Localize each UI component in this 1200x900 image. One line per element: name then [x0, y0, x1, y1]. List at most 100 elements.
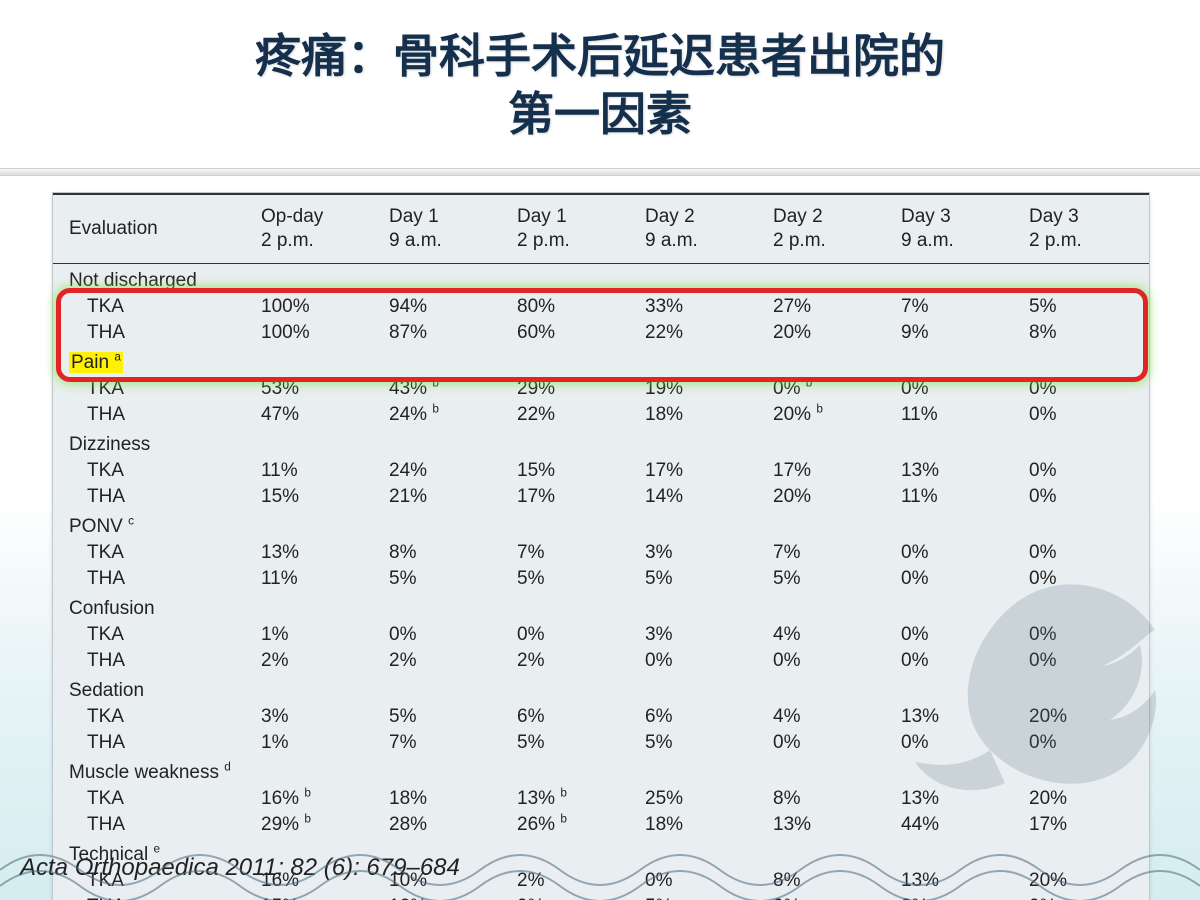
table-cell: 7%: [381, 730, 509, 756]
table-cell: THA: [53, 320, 253, 346]
table-cell: 33%: [637, 294, 765, 320]
table-cell: 19%: [637, 376, 765, 402]
table-cell: 22%: [637, 320, 765, 346]
table-cell: 8%: [381, 540, 509, 566]
table-cell: 17%: [509, 484, 637, 510]
col-header: Op-day2 p.m.: [253, 194, 381, 263]
table-cell: 15%: [253, 894, 381, 900]
table-cell: 13%: [253, 540, 381, 566]
table-cell: 20%: [1021, 868, 1149, 894]
table-row: TKA1%0%0%3%4%0%0%: [53, 622, 1149, 648]
table-cell: 3%: [253, 704, 381, 730]
table-cell: Dizziness: [53, 428, 1149, 458]
section-row: Confusion: [53, 592, 1149, 622]
slide: { "title_line1":"疼痛：骨科手术后延迟患者出院的", "titl…: [0, 0, 1200, 900]
data-table-panel: EvaluationOp-day2 p.m.Day 19 a.m.Day 12 …: [52, 192, 1150, 900]
table-cell: 0%: [1021, 484, 1149, 510]
table-cell: 0%: [637, 648, 765, 674]
section-row: Dizziness: [53, 428, 1149, 458]
table-cell: 0%: [765, 648, 893, 674]
table-cell: 20% b: [765, 402, 893, 428]
table-cell: 14%: [637, 484, 765, 510]
table-cell: 6%: [637, 704, 765, 730]
section-row: Sedation: [53, 674, 1149, 704]
table-cell: 43% b: [381, 376, 509, 402]
table-cell: 11%: [893, 402, 1021, 428]
table-cell: Confusion: [53, 592, 1149, 622]
table-cell: 0%: [893, 894, 1021, 900]
table-cell: 0%: [893, 376, 1021, 402]
table-cell: 5%: [637, 730, 765, 756]
table-cell: 25%: [637, 786, 765, 812]
table-cell: 47%: [253, 402, 381, 428]
table-cell: 22%: [509, 402, 637, 428]
table-cell: 24%: [381, 458, 509, 484]
table-cell: 60%: [509, 320, 637, 346]
table-cell: 7%: [509, 540, 637, 566]
citation-text: Acta Orthopaedica 2011; 82 (6): 679–684: [20, 854, 460, 882]
table-row: THA15%21%17%14%20%11%0%: [53, 484, 1149, 510]
table-cell: 87%: [381, 320, 509, 346]
table-cell: 17%: [765, 458, 893, 484]
table-cell: 0%: [509, 622, 637, 648]
table-cell: 0%: [893, 566, 1021, 592]
table-cell: 44%: [893, 812, 1021, 838]
table-cell: Muscle weakness d: [53, 756, 1149, 786]
table-cell: TKA: [53, 540, 253, 566]
table-cell: 0%: [893, 622, 1021, 648]
table-cell: 2%: [509, 648, 637, 674]
table-cell: TKA: [53, 622, 253, 648]
table-cell: THA: [53, 648, 253, 674]
table-cell: 0%: [1021, 730, 1149, 756]
table-cell: 13%: [893, 458, 1021, 484]
table-cell: 5%: [381, 704, 509, 730]
table-row: TKA100%94%80%33%27%7%5%: [53, 294, 1149, 320]
table-cell: 0% b: [765, 376, 893, 402]
table-cell: 80%: [509, 294, 637, 320]
table-cell: TKA: [53, 376, 253, 402]
table-cell: 8%: [765, 868, 893, 894]
table-cell: THA: [53, 484, 253, 510]
table-cell: 13% b: [509, 786, 637, 812]
table-cell: TKA: [53, 786, 253, 812]
table-cell: 17%: [637, 458, 765, 484]
table-cell: 16% b: [253, 786, 381, 812]
table-cell: 0%: [1021, 648, 1149, 674]
table-cell: 3%: [637, 540, 765, 566]
title-line1: 疼痛：骨科手术后延迟患者出院的: [255, 31, 945, 82]
table-cell: 94%: [381, 294, 509, 320]
table-cell: 0%: [1021, 376, 1149, 402]
table-row: THA15%12%9%5%0%0%0%: [53, 894, 1149, 900]
slide-title: 疼痛：骨科手术后延迟患者出院的 第一因素: [0, 28, 1200, 143]
table-cell: THA: [53, 402, 253, 428]
table-cell: 15%: [253, 484, 381, 510]
table-cell: 18%: [637, 402, 765, 428]
table-cell: 0%: [765, 730, 893, 756]
table-cell: 8%: [765, 786, 893, 812]
table-row: TKA11%24%15%17%17%13%0%: [53, 458, 1149, 484]
table-cell: 7%: [765, 540, 893, 566]
table-cell: 13%: [765, 812, 893, 838]
table-cell: 8%: [1021, 320, 1149, 346]
table-cell: 100%: [253, 294, 381, 320]
table-cell: 24% b: [381, 402, 509, 428]
table-cell: Sedation: [53, 674, 1149, 704]
table-cell: 20%: [1021, 786, 1149, 812]
table-body: Not dischargedTKA100%94%80%33%27%7%5%THA…: [53, 263, 1149, 900]
table-cell: THA: [53, 894, 253, 900]
section-row: Not discharged: [53, 263, 1149, 294]
table-cell: TKA: [53, 294, 253, 320]
table-row: THA1%7%5%5%0%0%0%: [53, 730, 1149, 756]
table-row: THA47%24% b22%18%20% b11%0%: [53, 402, 1149, 428]
table-cell: 53%: [253, 376, 381, 402]
evaluation-table: EvaluationOp-day2 p.m.Day 19 a.m.Day 12 …: [53, 193, 1149, 900]
table-cell: 5%: [637, 894, 765, 900]
table-cell: 0%: [1021, 622, 1149, 648]
table-cell: 0%: [893, 730, 1021, 756]
table-cell: 20%: [765, 320, 893, 346]
table-cell: 11%: [253, 458, 381, 484]
table-cell: 5%: [637, 566, 765, 592]
table-cell: 28%: [381, 812, 509, 838]
table-cell: 0%: [893, 540, 1021, 566]
table-cell: 12%: [381, 894, 509, 900]
